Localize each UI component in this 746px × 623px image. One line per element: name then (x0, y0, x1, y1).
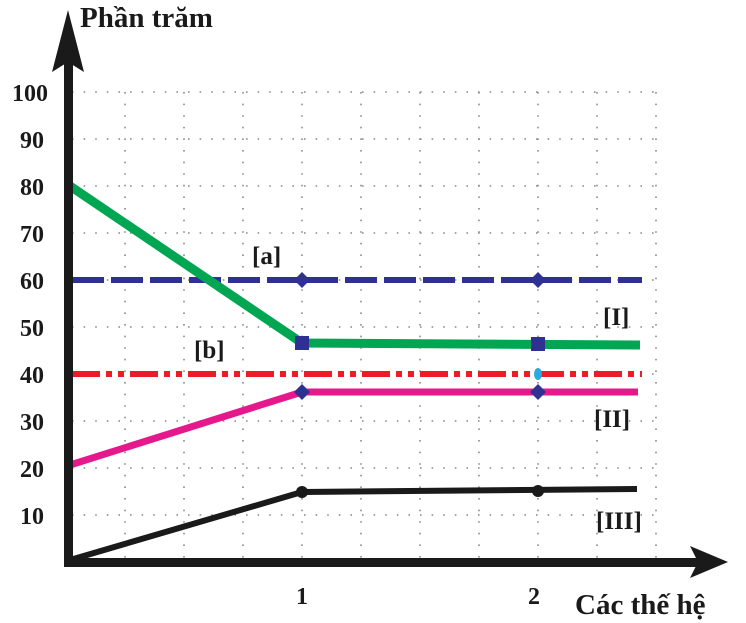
axes (52, 10, 728, 578)
series-II-label: [II] (594, 406, 630, 433)
series-I (67, 182, 641, 351)
y-tick-20: 20 (20, 457, 44, 483)
y-axis-line (64, 60, 73, 567)
x-axis-title: Các thế hệ (575, 589, 706, 621)
x-axis-arrow-icon (690, 546, 728, 578)
y-tick-labels: 100 90 80 70 60 50 40 30 20 10 (12, 81, 48, 530)
y-tick-60: 60 (20, 269, 44, 295)
x-tick-1: 1 (296, 584, 308, 610)
series-III-label: [III] (596, 508, 642, 535)
series-III-marker-2 (532, 485, 544, 497)
series-III (69, 485, 638, 563)
y-axis-title: Phần trăm (80, 2, 213, 34)
y-tick-80: 80 (20, 175, 44, 201)
series-a (72, 272, 642, 288)
series-a-label: [a] (252, 243, 281, 270)
series-I-label: [I] (603, 304, 629, 331)
series-I-marker-2 (531, 337, 545, 351)
grid (72, 91, 657, 558)
y-tick-50: 50 (20, 316, 44, 342)
series-a-marker-2 (530, 272, 546, 288)
y-tick-70: 70 (20, 222, 44, 248)
y-axis-arrow-icon (52, 10, 84, 72)
series-b (72, 368, 642, 380)
series-II (68, 384, 638, 469)
y-tick-90: 90 (20, 128, 44, 154)
y-tick-10: 10 (20, 504, 44, 530)
series-II-marker-1 (294, 384, 310, 400)
y-tick-100: 100 (12, 81, 48, 107)
y-tick-30: 30 (20, 410, 44, 436)
y-tick-40: 40 (20, 363, 44, 389)
series-III-marker-1 (296, 486, 308, 498)
series-b-label: [b] (194, 337, 225, 364)
series-I-marker-1 (295, 336, 309, 350)
x-tick-2: 2 (528, 584, 540, 610)
series-II-marker-2 (530, 384, 546, 400)
series-a-marker-1 (294, 272, 310, 288)
series-b-marker-2 (534, 368, 542, 380)
x-axis-line (64, 558, 704, 567)
